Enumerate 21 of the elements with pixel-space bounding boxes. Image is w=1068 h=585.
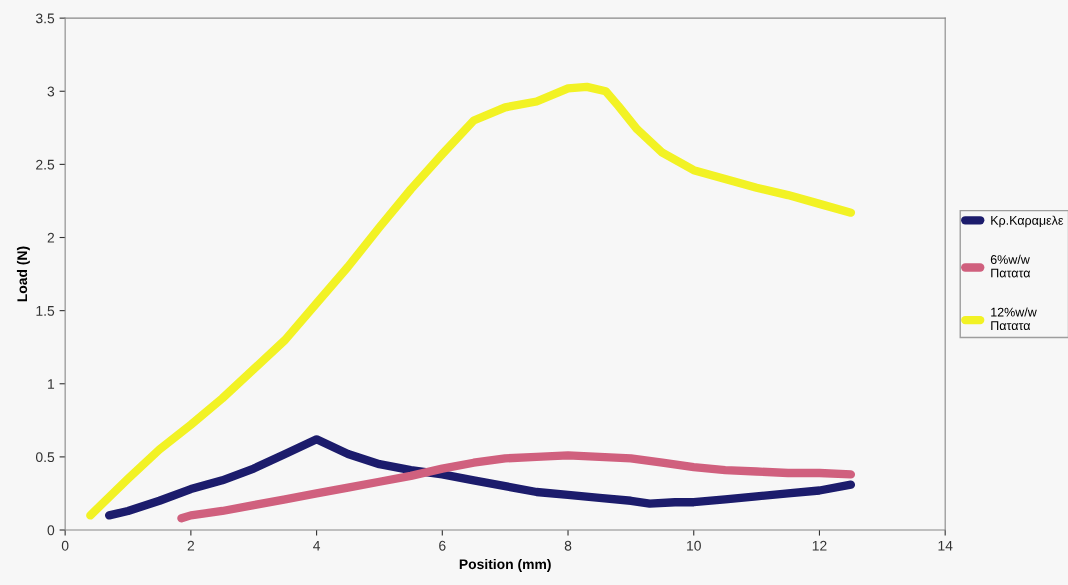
y-tick-label: 0.5 (35, 452, 55, 463)
x-axis-title: Position (mm) (459, 558, 551, 572)
y-axis-title: Load (N) (16, 246, 30, 302)
y-tick-label: 2 (47, 232, 55, 243)
y-tick-label: 1 (48, 379, 55, 389)
legend-label: 6%w/w Πατατα (990, 254, 1031, 278)
x-tick-label: 2 (187, 540, 195, 551)
x-tick-label: 0 (61, 540, 69, 551)
x-tick-label: 4 (313, 540, 321, 551)
legend-label: Κρ.Καραμελε (991, 215, 1064, 228)
y-tick-label: 1.5 (36, 306, 55, 316)
x-tick-label: 8 (564, 540, 572, 551)
y-tick-label: 3 (47, 86, 55, 97)
x-tick-label: 12 (812, 540, 827, 551)
x-tick-label: 14 (938, 540, 953, 551)
x-tick-label: 6 (439, 540, 446, 551)
legend-label: 12%w/w Πατατα (991, 307, 1037, 331)
y-tick-label: 0 (47, 525, 55, 536)
y-tick-label: 3.5 (35, 13, 55, 24)
y-tick-label: 2.5 (36, 159, 55, 170)
x-tick-label: 10 (687, 540, 701, 551)
